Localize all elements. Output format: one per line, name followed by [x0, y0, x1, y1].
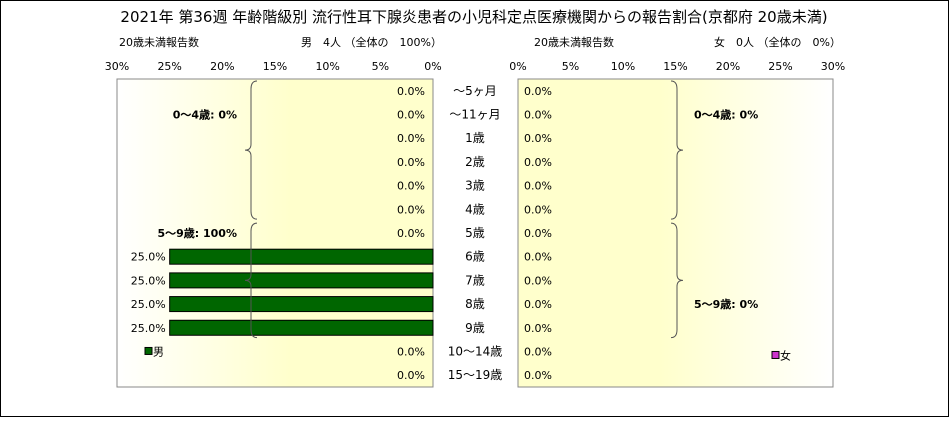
female-value-label: 0.0%: [524, 251, 552, 264]
male-value-label: 0.0%: [397, 369, 425, 382]
category-label: 3歳: [465, 179, 485, 193]
category-label: 5歳: [465, 226, 485, 240]
female-value-label: 0.0%: [524, 298, 552, 311]
male-bar: [169, 296, 434, 313]
chart-title: 2021年 第36週 年齢階級別 流行性耳下腺炎患者の小児科定点医療機関からの報…: [120, 8, 827, 26]
category-label: 10～14歳: [448, 344, 503, 358]
male-legend-swatch: [144, 346, 153, 355]
female-group-label: 5～9歳: 0%: [694, 297, 758, 311]
female-value-label: 0.0%: [524, 274, 552, 287]
female-x-tick-label: 20%: [716, 60, 740, 73]
male-value-label: 25.0%: [131, 322, 166, 335]
male-value-label: 0.0%: [397, 109, 425, 122]
female-value-label: 0.0%: [524, 369, 552, 382]
male-value-label: 25.0%: [131, 251, 166, 264]
female-value-label: 0.0%: [524, 203, 552, 216]
male-value-label: 0.0%: [397, 156, 425, 169]
female-value-label: 0.0%: [524, 322, 552, 335]
female-legend-label: 女: [780, 348, 791, 362]
male-x-tick-label: 5%: [372, 60, 389, 73]
male-x-tick-label: 15%: [263, 60, 287, 73]
category-label: 8歳: [465, 297, 485, 311]
category-label: 6歳: [465, 250, 485, 264]
category-label: 7歳: [465, 273, 485, 287]
male-bar: [169, 272, 434, 289]
male-value-label: 25.0%: [131, 274, 166, 287]
male-bar: [169, 319, 434, 336]
female-plot-area: [517, 78, 834, 388]
female-x-tick-label: 30%: [821, 60, 845, 73]
female-value-label: 0.0%: [524, 227, 552, 240]
female-group-brace: [670, 80, 684, 220]
female-value-label: 0.0%: [524, 156, 552, 169]
female-value-label: 0.0%: [524, 345, 552, 358]
female-legend-swatch: [771, 350, 780, 359]
male-group-brace: [244, 222, 258, 339]
category-label: 4歳: [465, 202, 485, 216]
female-x-tick-label: 0%: [509, 60, 526, 73]
female-value-label: 0.0%: [524, 180, 552, 193]
male-subtitle-right: 男 4人 （全体の 100%）: [301, 35, 442, 49]
male-x-tick-label: 30%: [105, 60, 129, 73]
female-subtitle-left: 20歳未満報告数: [534, 36, 614, 49]
female-value-label: 0.0%: [524, 109, 552, 122]
male-group-label: 0～4歳: 0%: [173, 108, 237, 122]
female-x-tick-label: 10%: [611, 60, 635, 73]
female-value-label: 0.0%: [524, 132, 552, 145]
male-value-label: 0.0%: [397, 85, 425, 98]
male-x-tick-label: 20%: [210, 60, 234, 73]
male-subtitle-left: 20歳未満報告数: [119, 36, 199, 49]
female-x-tick-label: 25%: [768, 60, 792, 73]
male-value-label: 0.0%: [397, 132, 425, 145]
female-group-label: 0～4歳: 0%: [694, 108, 758, 122]
category-label: 15～19歳: [448, 368, 503, 382]
male-x-tick-label: 10%: [315, 60, 339, 73]
category-label: 1歳: [465, 131, 485, 145]
female-subtitle-right: 女 0人 （全体の 0%）: [714, 35, 841, 49]
category-label: ～5ヶ月: [453, 84, 497, 98]
category-label: 2歳: [465, 155, 485, 169]
female-x-tick-label: 15%: [663, 60, 687, 73]
male-x-tick-label: 25%: [157, 60, 181, 73]
male-group-label: 5～9歳: 100%: [157, 226, 237, 240]
male-value-label: 0.0%: [397, 203, 425, 216]
male-value-label: 0.0%: [397, 227, 425, 240]
male-value-label: 25.0%: [131, 298, 166, 311]
female-group-brace: [670, 222, 684, 339]
category-label: 9歳: [465, 321, 485, 335]
male-value-label: 0.0%: [397, 345, 425, 358]
category-label: ～11ヶ月: [449, 108, 500, 122]
female-x-tick-label: 5%: [562, 60, 579, 73]
male-x-tick-label: 0%: [424, 60, 441, 73]
male-group-brace: [244, 80, 258, 220]
male-bar: [169, 248, 434, 265]
male-value-label: 0.0%: [397, 180, 425, 193]
male-legend-label: 男: [153, 345, 164, 358]
female-value-label: 0.0%: [524, 85, 552, 98]
